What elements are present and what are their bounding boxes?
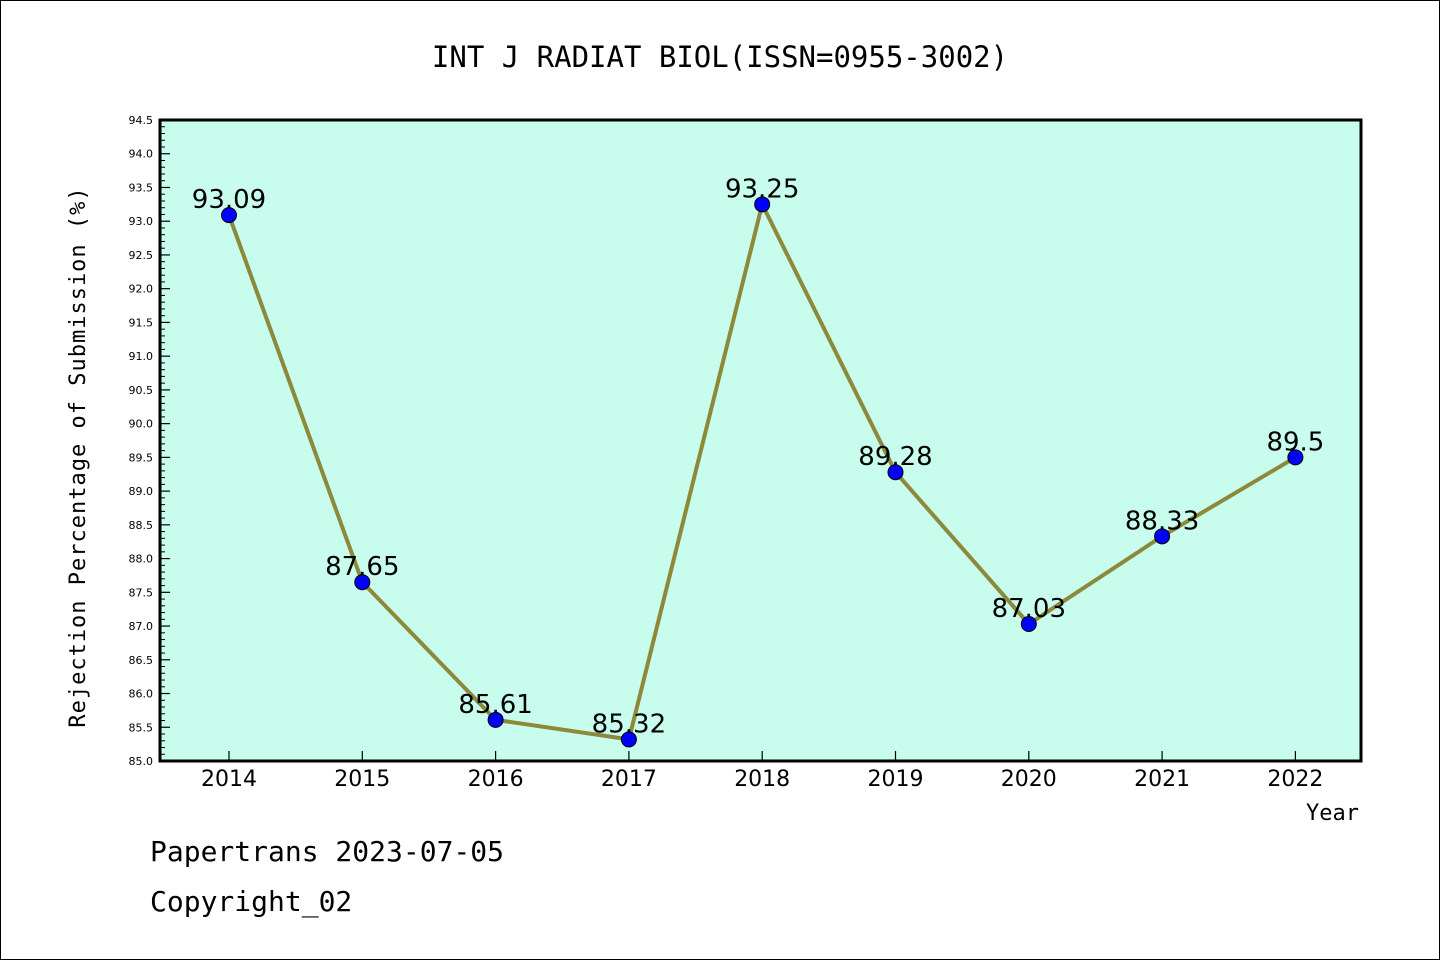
data-point [1287, 449, 1304, 466]
y-tick-label: 86.0 [129, 688, 154, 701]
x-tick-label: 2015 [334, 767, 390, 792]
data-label: 88.33 [1125, 506, 1199, 536]
y-tick-label: 91.0 [129, 350, 154, 363]
data-point [887, 464, 904, 481]
data-point [354, 574, 371, 591]
y-axis-ticks: 85.0 85.5 86.0 86.5 87.0 87.5 88.0 88.5 89.0 89.5… [129, 114, 170, 768]
y-tick-label: 94.0 [129, 148, 154, 161]
x-tick-label: 2020 [1001, 767, 1057, 792]
y-tick-label: 88.0 [129, 553, 154, 566]
y-tick-label: 93.5 [129, 181, 154, 194]
y-tick-label: 85.5 [129, 721, 154, 734]
data-label: 93.09 [192, 185, 266, 215]
data-labels-group: 93.09 87.65 85.61 85.32 93.25 89.28 87.03 88.33… [192, 174, 1325, 739]
x-axis-label: Year [1306, 801, 1359, 826]
y-tick-label: 89.0 [129, 485, 154, 498]
data-label: 93.25 [725, 174, 799, 204]
plot-frame [158, 118, 1363, 763]
data-label: 89.5 [1266, 427, 1324, 457]
x-tick-label: 2016 [468, 767, 524, 792]
y-tick-label: 92.0 [129, 283, 154, 296]
y-tick-label: 85.0 [129, 755, 154, 768]
series-line-group [221, 196, 1304, 748]
y-tick-label: 92.5 [129, 249, 154, 262]
x-tick-label: 2014 [201, 767, 257, 792]
y-tick-label: 94.5 [129, 114, 154, 127]
x-tick-label: 2021 [1134, 767, 1190, 792]
y-tick-label: 90.0 [129, 418, 154, 431]
data-point [754, 196, 771, 213]
data-label: 87.03 [992, 594, 1066, 624]
data-label: 89.28 [858, 442, 932, 472]
data-label: 85.61 [458, 690, 532, 720]
data-point [1020, 616, 1037, 633]
x-tick-label: 2019 [868, 767, 924, 792]
y-tick-label: 91.5 [129, 316, 154, 329]
y-tick-label: 90.5 [129, 384, 154, 397]
y-tick-label: 87.0 [129, 620, 154, 633]
y-tick-label: 89.5 [129, 451, 154, 464]
data-point [620, 731, 637, 748]
data-label: 87.65 [325, 552, 399, 582]
data-point [221, 207, 237, 224]
y-tick-label: 86.5 [129, 654, 154, 667]
x-tick-label: 2017 [601, 767, 657, 792]
data-point [1154, 528, 1171, 545]
footer-copyright-text: Copyright_02 [150, 885, 353, 918]
data-label: 85.32 [592, 709, 666, 739]
data-point [487, 711, 504, 728]
x-tick-label: 2022 [1267, 767, 1323, 792]
x-tick-label: 2018 [734, 767, 790, 792]
y-tick-label: 93.0 [129, 215, 154, 228]
footer-date-text: Papertrans 2023-07-05 [150, 835, 505, 868]
y-axis-label: Rejection Percentage of Submission (%) [66, 186, 91, 727]
chart-title: INT J RADIAT BIOL(ISSN=0955-3002) [432, 40, 1008, 74]
plot-area [160, 120, 1361, 761]
y-tick-label: 87.5 [129, 586, 154, 599]
x-axis-ticks: 2014 2015 2016 2017 2018 2019 2020 2021 2022 [201, 751, 1323, 792]
y-tick-label: 88.5 [129, 519, 154, 532]
